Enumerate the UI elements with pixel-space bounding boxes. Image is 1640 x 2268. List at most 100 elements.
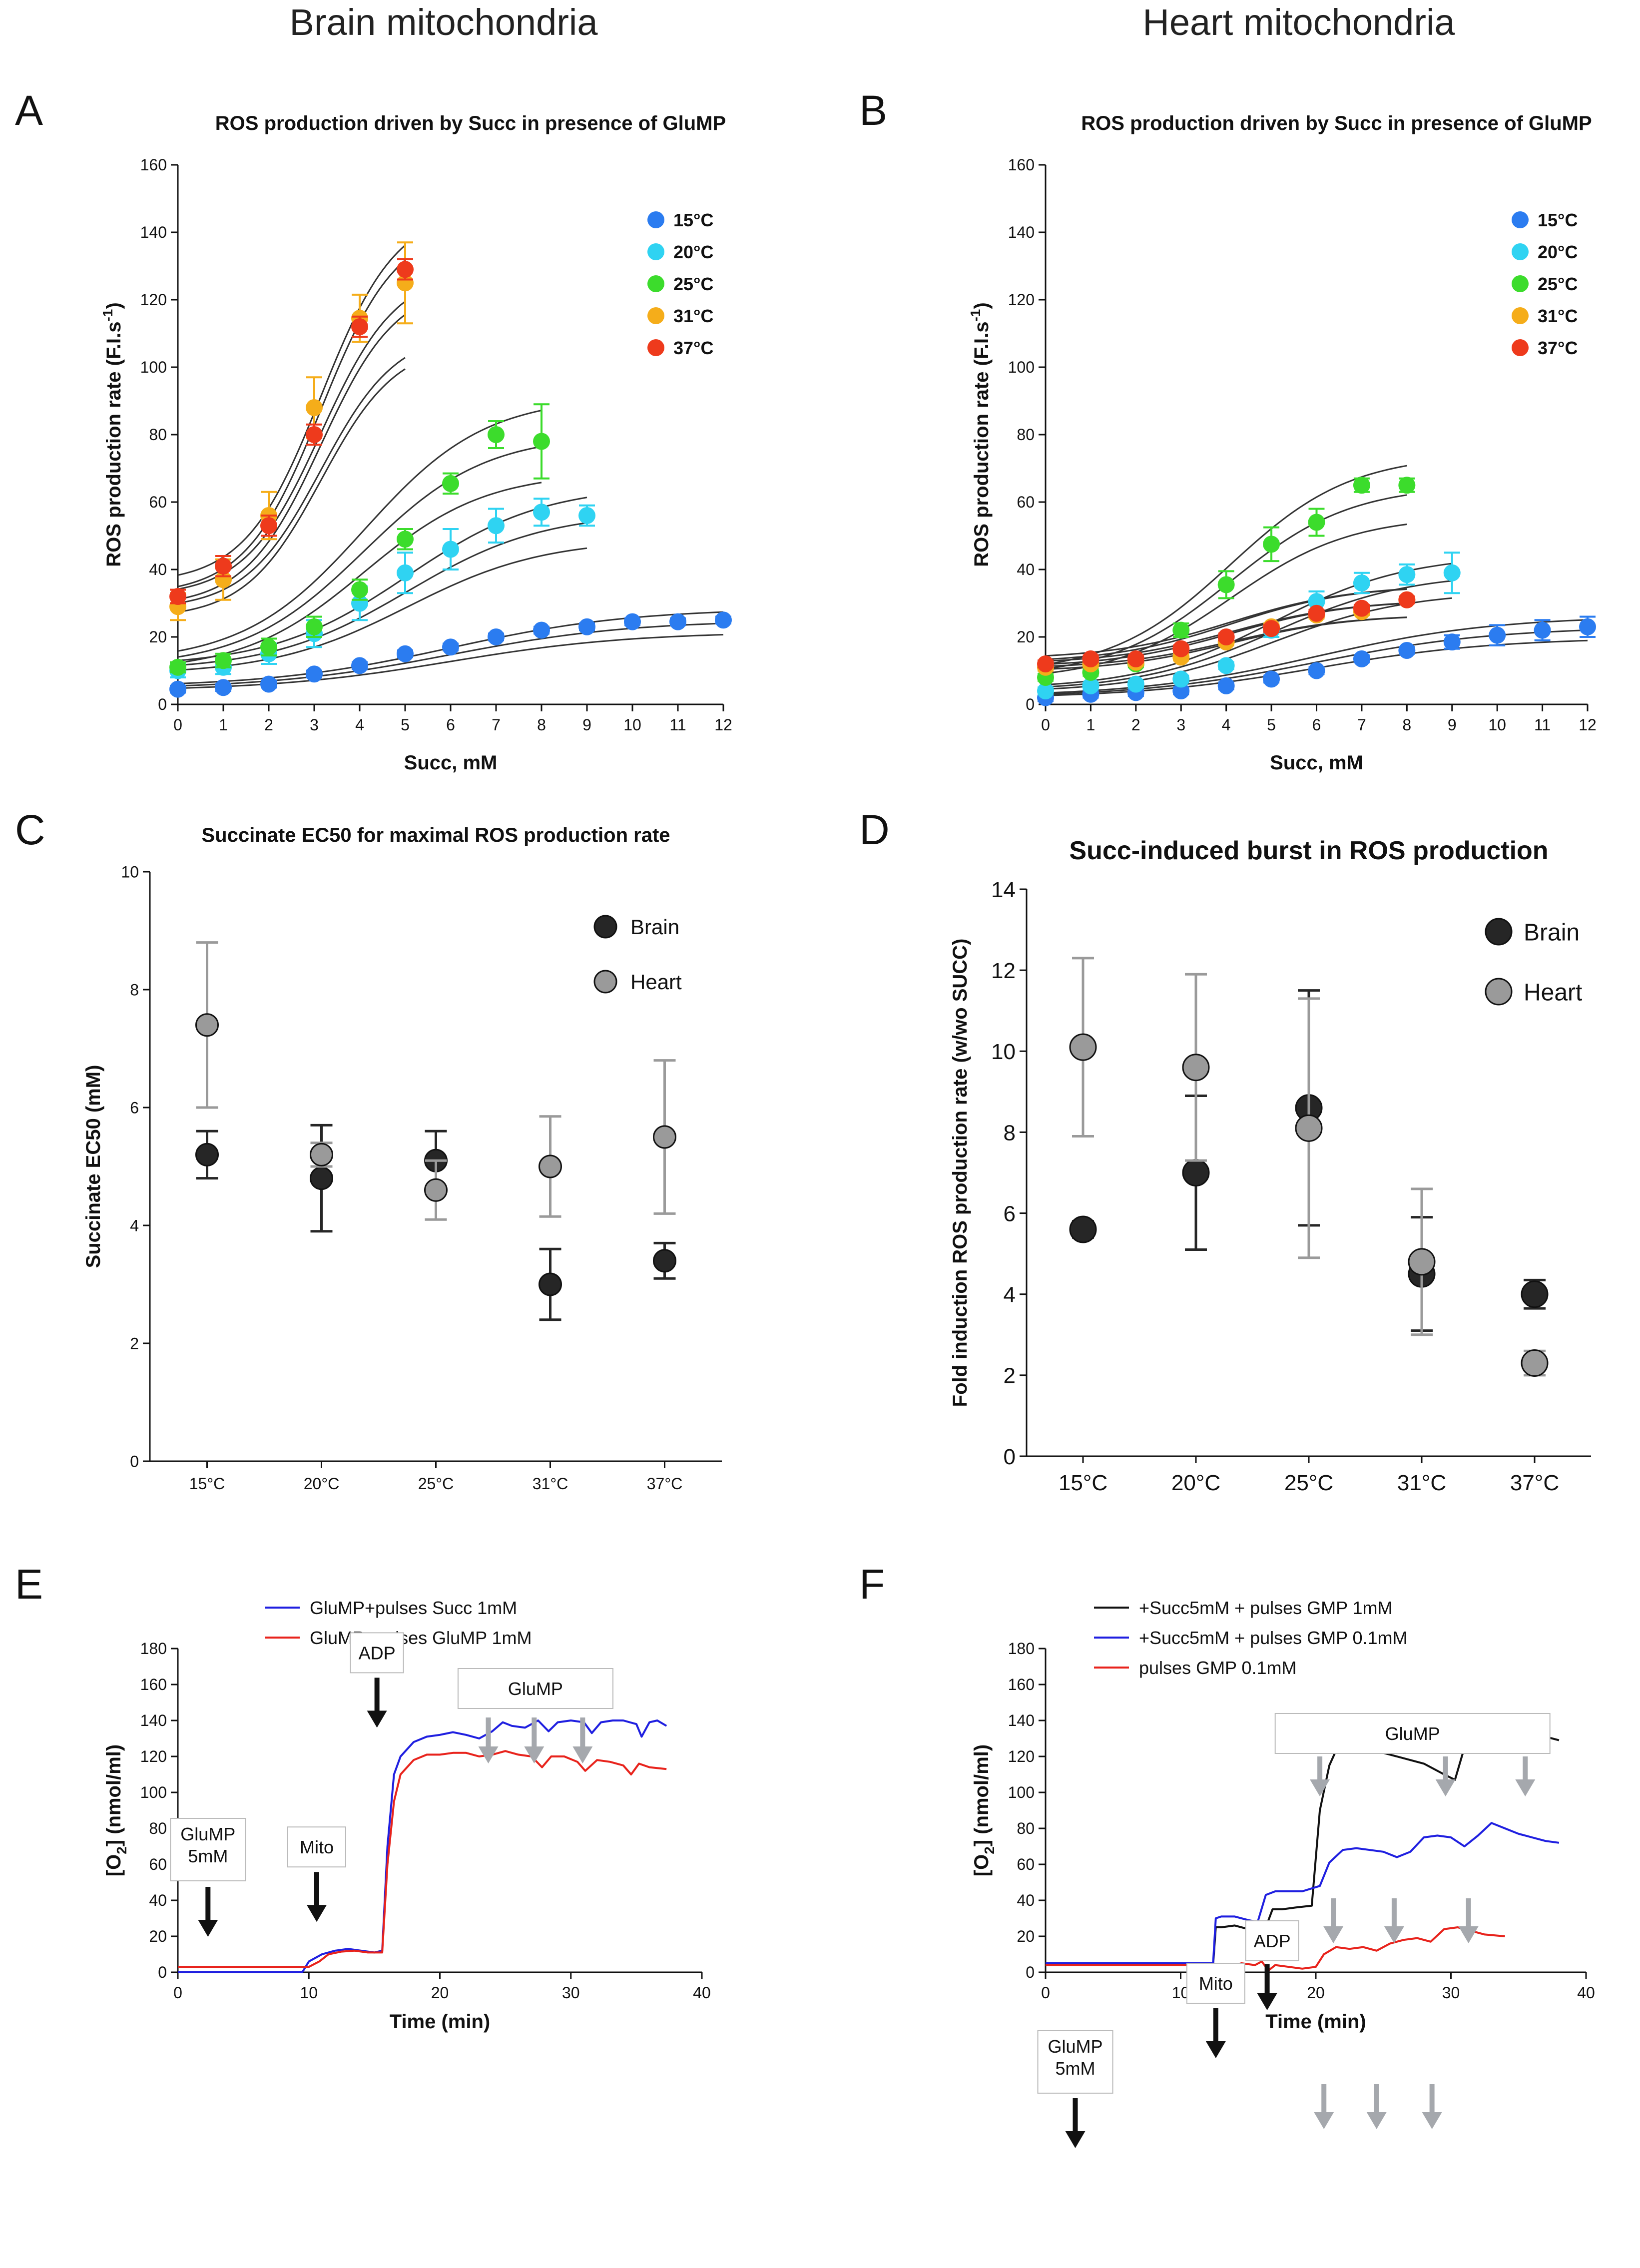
panel-d-xtick-label: 37°C	[1510, 1471, 1559, 1495]
panel-f-ytick-label: 40	[1017, 1891, 1035, 1909]
panel-a-xtick-label: 4	[355, 716, 364, 734]
panel-d-point-brain	[1182, 1159, 1210, 1186]
panel-a-legend-label: 37°C	[673, 338, 713, 358]
panel-e-glump-pulses-box	[457, 1668, 613, 1709]
panel-a-ytick-label: 160	[140, 156, 167, 174]
panel-a-fit-curve	[177, 259, 406, 587]
panel-a-point-15	[578, 618, 595, 635]
panel-f-black-arrow-head	[1205, 2041, 1226, 2058]
panel-a-point-20	[578, 507, 595, 524]
panel-a-point-15	[215, 679, 232, 696]
panel-d-xtick-label: 31°C	[1397, 1471, 1446, 1495]
panel-f-ytick-label: 0	[1026, 1963, 1035, 1981]
panel-e-grey-arrow-head	[572, 1746, 593, 1763]
panel-b-point-20	[1127, 675, 1144, 693]
panel-a-legend-marker	[647, 307, 664, 324]
panel-b-point-15	[1579, 618, 1596, 635]
panel-b-legend-label: 37°C	[1538, 338, 1578, 358]
panel-e-glump-pulses-label: GluMP	[508, 1679, 563, 1699]
panel-a-ytick-label: 120	[140, 291, 167, 309]
panel-f-trace-blue_trace	[1046, 1822, 1560, 1964]
panel-d-ytick-label: 14	[991, 878, 1016, 902]
panel-a-point-15	[488, 628, 505, 645]
panel-e-legend-label: GluMP+pulses Succ 1mM	[310, 1598, 517, 1618]
panel-a-fit-curve	[177, 314, 406, 600]
panel-b-point-20	[1398, 566, 1416, 583]
panel-e-chart: 0 20 40 60 80 100 120 140 160 180 0 10 20 30 40 Time (m…	[103, 1598, 711, 2033]
panel-a-legend-marker	[647, 211, 664, 228]
header-brain: Brain mitochondria	[290, 1, 598, 43]
panel-d-point-heart	[1295, 1114, 1323, 1142]
panel-b-xtick-label: 6	[1312, 716, 1321, 734]
panel-d-chart: Succ-induced burst in ROS production 0 2 4 6…	[949, 836, 1591, 1495]
panel-b-fit-curve	[1045, 465, 1407, 665]
panel-c-xtick-label: 25°C	[418, 1475, 454, 1493]
panel-a-xtick-label: 5	[401, 716, 410, 734]
panel-a-point-37	[351, 318, 368, 335]
panel-a-point-31	[306, 399, 323, 416]
panel-a-point-20	[397, 564, 414, 581]
panel-a-legend-label: 15°C	[673, 210, 713, 230]
panel-b-point-37	[1172, 640, 1190, 657]
panel-c-point-heart	[653, 1125, 676, 1149]
panel-letter-d: D	[859, 806, 890, 853]
panel-b-ytick-label: 80	[1017, 426, 1035, 444]
panel-a-point-37	[260, 517, 277, 535]
panel-b-ytick-label: 20	[1017, 628, 1035, 646]
panel-c-legend-label: Brain	[630, 915, 679, 939]
panel-b-ytick-label: 60	[1017, 493, 1035, 511]
panel-b-legend-label: 31°C	[1538, 306, 1578, 326]
panel-b-point-20	[1037, 682, 1054, 699]
panel-a-fit-curve	[177, 522, 587, 666]
panel-d-point-heart	[1408, 1248, 1436, 1276]
panel-c-ytick-label: 0	[130, 1453, 139, 1471]
panel-a-fit-curve	[177, 410, 542, 652]
panel-b-point-37	[1037, 655, 1054, 672]
panel-e-ylabel: [O2] (nmol/ml)	[103, 1744, 129, 1876]
panel-d-xtick-label: 15°C	[1059, 1471, 1107, 1495]
panel-f-xtick-label: 0	[1041, 1984, 1050, 2002]
panel-a-fit-curve	[177, 368, 406, 613]
panel-a-point-15	[442, 638, 459, 656]
panel-b-xtick-label: 4	[1222, 716, 1231, 734]
panel-e-xlabel: Time (min)	[390, 2011, 491, 2033]
panel-e-xtick-label: 30	[562, 1984, 580, 2002]
panel-c-legend-label: Heart	[630, 970, 682, 994]
panel-f-grey-arrow-top-head	[1435, 1779, 1456, 1796]
panel-e-ytick-label: 20	[149, 1927, 167, 1945]
panel-b-point-20	[1308, 593, 1325, 610]
panel-a-point-15	[260, 675, 277, 693]
panel-b-point-25	[1172, 621, 1190, 639]
panel-c-legend-marker	[593, 970, 617, 994]
panel-a-point-15	[306, 665, 323, 683]
panel-d-ytick-label: 12	[991, 959, 1016, 983]
panel-f-grey-arrow-mid-head	[1323, 1926, 1344, 1943]
panel-e-glump-start-label: 5mM	[188, 1846, 228, 1866]
panel-f-legend-label: +Succ5mM + pulses GMP 0.1mM	[1139, 1628, 1408, 1648]
panel-a-point-15	[533, 621, 550, 639]
panel-c-ytick-label: 6	[130, 1099, 139, 1117]
panel-letter-a: A	[15, 87, 43, 134]
panel-d-point-heart	[1182, 1054, 1210, 1082]
panel-a-point-15	[351, 657, 368, 674]
panel-a-fit-curve	[177, 547, 587, 671]
panel-b-ytick-label: 0	[1026, 695, 1035, 713]
panel-a-chart: ROS production driven by Succ in presenc…	[100, 112, 732, 774]
panel-b-point-15	[1308, 662, 1325, 679]
panel-b-point-25	[1308, 514, 1325, 531]
panel-a-xtick-label: 11	[669, 716, 686, 734]
panel-letter-b: B	[859, 87, 887, 134]
panel-e-trace-blue_trace	[178, 1719, 667, 1973]
panel-f-xtick-label: 40	[1577, 1984, 1595, 2002]
panel-d-point-heart	[1521, 1349, 1549, 1377]
panel-b-fit-curve	[1045, 597, 1452, 690]
panel-f-glump-start-label: 5mM	[1056, 2058, 1095, 2079]
panel-c-point-heart	[424, 1178, 448, 1202]
panel-a-xtick-label: 2	[264, 716, 273, 734]
panel-f-ytick-label: 60	[1017, 1855, 1035, 1873]
panel-f-ytick-label: 160	[1008, 1676, 1035, 1694]
panel-e-adp-label: ADP	[359, 1643, 396, 1663]
panel-e-trace-red_trace	[178, 1750, 667, 1968]
